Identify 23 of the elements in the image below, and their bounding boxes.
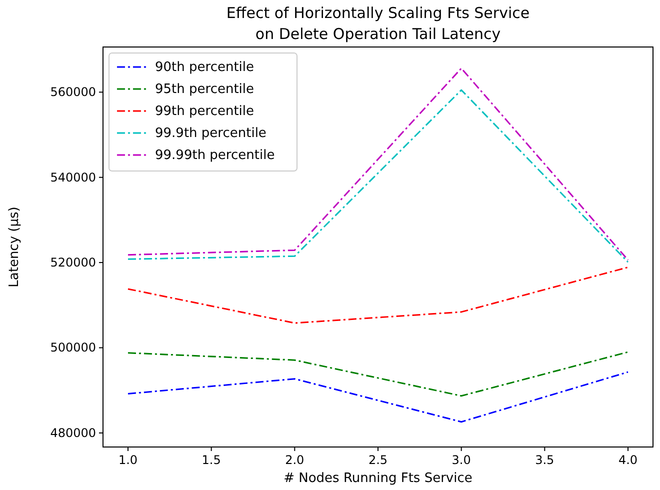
line-series: [127, 266, 629, 324]
y-tick-label: 560000: [50, 85, 96, 100]
chart-title: Effect of Horizontally Scaling Fts Service on Delete Operation Tail Latency: [226, 4, 530, 43]
x-tick-label: 1.0: [118, 453, 138, 467]
y-tick-label: 480000: [50, 426, 96, 440]
legend-label: 99.9th percentile: [155, 126, 266, 141]
y-tick-label: 500000: [50, 340, 96, 355]
y-tick-label: 540000: [50, 170, 96, 184]
y-axis-title: Latency (µs): [7, 206, 22, 288]
x-tick-label: 2.5: [368, 453, 388, 467]
legend-label: 99th percentile: [155, 104, 254, 119]
legend-label: 90th percentile: [155, 60, 254, 75]
y-tick-label: 520000: [50, 256, 96, 270]
line-series: [127, 371, 629, 423]
x-axis-title: # Nodes Running Fts Service: [284, 471, 472, 486]
line-series: [127, 351, 629, 397]
legend-label: 99.99th percentile: [155, 148, 275, 163]
x-tick-label: 3.5: [535, 453, 554, 467]
x-tick-label: 1.5: [202, 453, 221, 467]
x-tick-label: 2.0: [285, 453, 304, 467]
x-tick-label: 4.0: [618, 453, 638, 467]
legend-label: 95th percentile: [155, 82, 254, 97]
x-tick-label: 3.0: [452, 453, 471, 467]
